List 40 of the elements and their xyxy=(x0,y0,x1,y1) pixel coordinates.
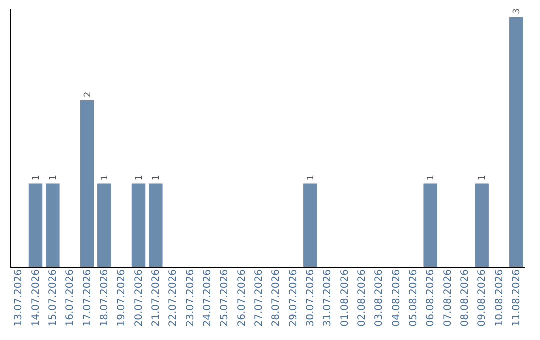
x-tick-label: 08.08.2026 xyxy=(460,270,471,327)
x-tick-label: 05.08.2026 xyxy=(408,270,420,327)
x-tick-label: 21.07.2026 xyxy=(150,270,162,327)
x-tick-label: 22.07.2026 xyxy=(168,270,180,327)
data-label: 1 xyxy=(478,175,488,181)
data-label: 1 xyxy=(152,175,162,181)
data-label: 2 xyxy=(83,92,94,98)
data-label: 1 xyxy=(426,175,437,181)
x-tick-label: 11.08.2026 xyxy=(511,270,522,327)
x-tick-label: 10.08.2026 xyxy=(494,270,506,327)
x-tick-label: 15.07.2026 xyxy=(48,270,59,327)
data-label: 1 xyxy=(32,175,42,181)
x-tick-label: 07.08.2026 xyxy=(442,270,454,327)
x-tick-label: 17.07.2026 xyxy=(82,270,94,327)
data-label: 1 xyxy=(48,175,59,181)
data-label: 1 xyxy=(134,175,145,181)
x-tick-label: 19.07.2026 xyxy=(116,270,128,327)
x-tick-label: 14.07.2026 xyxy=(30,270,42,327)
x-tick-label: 29.07.2026 xyxy=(288,270,300,327)
x-tick-label: 04.08.2026 xyxy=(391,270,402,327)
data-label: 1 xyxy=(306,175,316,181)
x-tick-label: 02.08.2026 xyxy=(356,270,368,327)
x-tick-label: 16.07.2026 xyxy=(65,270,76,327)
data-label: 3 xyxy=(512,8,522,14)
x-tick-label: 20.07.2026 xyxy=(134,270,145,327)
x-tick-label: 24.07.2026 xyxy=(202,270,214,327)
x-tick-label: 03.08.2026 xyxy=(374,270,386,327)
x-tick-label: 23.07.2026 xyxy=(185,270,196,327)
x-tick-label: 31.07.2026 xyxy=(322,270,334,327)
x-tick-label: 26.07.2026 xyxy=(236,270,248,327)
x-tick-label: 28.07.2026 xyxy=(271,270,282,327)
x-tick-label: 30.07.2026 xyxy=(305,270,316,327)
x-tick-label: 13.07.2026 xyxy=(14,270,25,327)
x-tick-label: 09.08.2026 xyxy=(477,270,488,327)
x-tick-label: 25.07.2026 xyxy=(220,270,231,327)
x-tick-label: 06.08.2026 xyxy=(426,270,437,327)
x-tick-label: 18.07.2026 xyxy=(99,270,110,327)
x-tick-label: 01.08.2026 xyxy=(340,270,351,327)
data-label: 1 xyxy=(100,175,110,181)
x-tick-label: 27.07.2026 xyxy=(254,270,265,327)
